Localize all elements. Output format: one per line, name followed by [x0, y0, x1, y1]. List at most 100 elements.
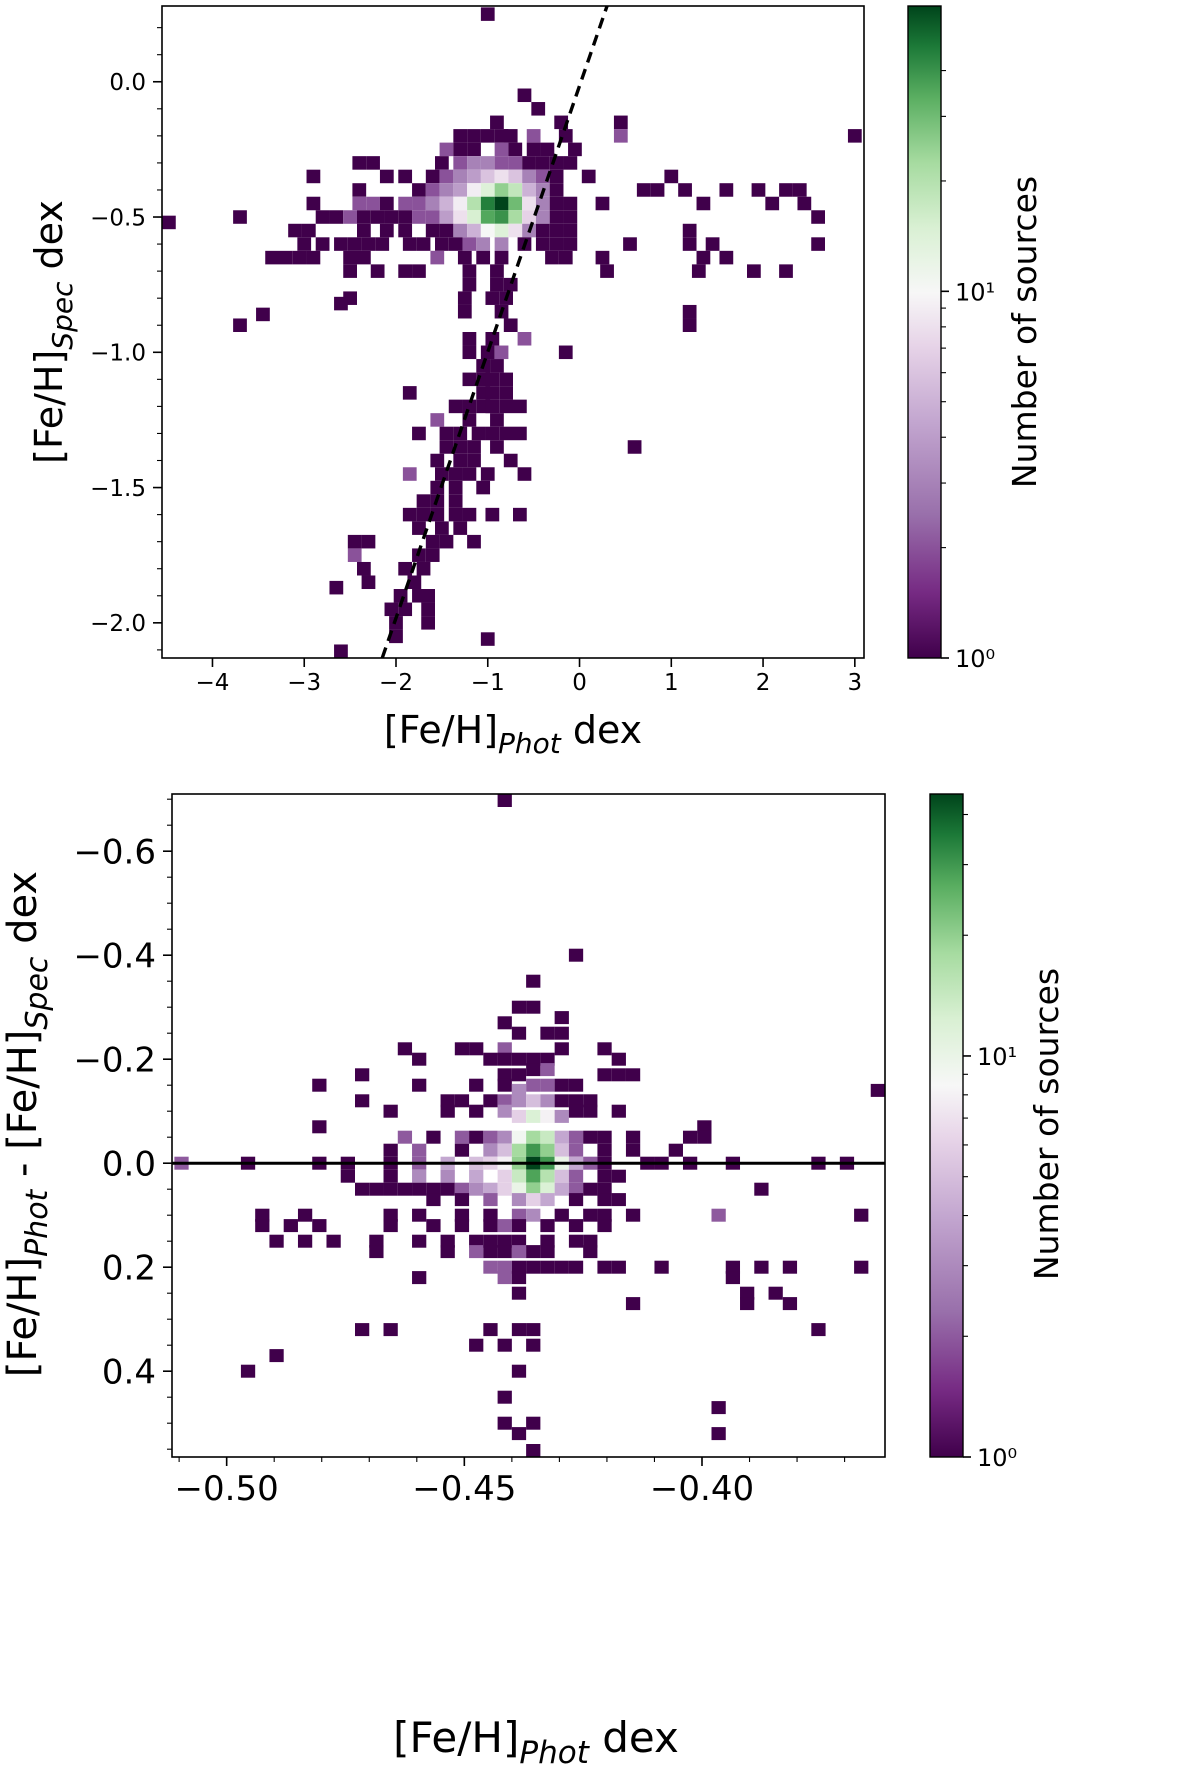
heatmap-bin	[480, 7, 495, 21]
heatmap-bin	[412, 521, 426, 535]
top-colorbar-ticks: 10⁰ 10¹	[941, 70, 995, 673]
heatmap-bin	[725, 1260, 741, 1274]
heatmap-bin	[483, 1245, 498, 1259]
heatmap-bin	[494, 250, 509, 265]
heatmap-bin	[768, 1286, 783, 1300]
heatmap-bin	[625, 1130, 641, 1144]
heatmap-bin	[297, 1208, 313, 1222]
heatmap-bin	[402, 467, 417, 481]
heatmap-bin	[540, 1260, 555, 1274]
heatmap-bin	[426, 1219, 441, 1233]
heatmap-bin	[439, 534, 454, 549]
heatmap-bin	[292, 250, 307, 265]
heatmap-bin	[511, 1234, 527, 1248]
heatmap-bin	[540, 1193, 555, 1207]
heatmap-bin	[563, 156, 578, 170]
heatmap-bin	[597, 1208, 612, 1222]
heatmap-bin	[255, 1219, 270, 1233]
heatmap-bin	[511, 1143, 527, 1157]
heatmap-bin	[540, 1109, 555, 1123]
heatmap-bin	[503, 129, 518, 143]
heatmap-bin	[636, 183, 651, 197]
heatmap-bin	[453, 223, 468, 238]
heatmap-bin	[494, 156, 509, 170]
heatmap-bin	[554, 1208, 569, 1222]
heatmap-bin	[425, 534, 440, 549]
heatmap-bin	[383, 1323, 398, 1337]
heatmap-bin	[439, 183, 454, 197]
heatmap-bin	[497, 1234, 512, 1248]
heatmap-bin	[343, 264, 357, 278]
heatmap-bin	[448, 467, 463, 481]
heatmap-bin	[554, 1169, 569, 1183]
heatmap-bin	[448, 480, 463, 495]
heatmap-bin	[467, 183, 481, 197]
heatmap-bin	[611, 1068, 626, 1082]
heatmap-bin	[483, 1219, 498, 1233]
heatmap-bin	[412, 196, 426, 211]
heatmap-bin	[563, 196, 578, 211]
heatmap-bin	[480, 467, 495, 481]
heatmap-bin	[379, 169, 394, 184]
heatmap-bin	[430, 413, 445, 427]
bottom-y-axis-label: [Fe/H]Phot - [Fe/H]Spec dex	[0, 871, 55, 1377]
bottom-colorbar-ticks: 10⁰ 10¹	[963, 813, 1017, 1472]
heatmap-bin	[511, 1193, 527, 1207]
heatmap-bin	[513, 426, 527, 441]
heatmap-bin	[379, 196, 394, 211]
heatmap-bin	[535, 223, 550, 238]
heatmap-bin	[483, 1323, 498, 1337]
heatmap-bin	[453, 196, 468, 211]
heatmap-bin	[511, 1323, 527, 1337]
heatmap-bin	[526, 129, 541, 143]
heatmap-bin	[511, 1271, 527, 1285]
heatmap-bin	[440, 1234, 455, 1248]
heatmap-bin	[597, 1130, 612, 1144]
heatmap-bin	[412, 1271, 427, 1285]
heatmap-bin	[611, 1169, 626, 1183]
heatmap-bin	[696, 250, 711, 265]
heatmap-bin	[454, 1094, 470, 1108]
y-tick-label: −1.5	[90, 476, 146, 502]
heatmap-bin	[549, 223, 564, 238]
heatmap-bin	[448, 237, 463, 251]
heatmap-bin	[343, 210, 357, 224]
heatmap-bin	[508, 196, 523, 211]
heatmap-bin	[430, 507, 445, 522]
heatmap-bin	[526, 1130, 541, 1144]
heatmap-bin	[554, 1026, 569, 1040]
x-tick-label: −2	[379, 670, 413, 696]
heatmap-bin	[563, 223, 578, 238]
heatmap-bin	[279, 250, 293, 265]
heatmap-bin	[511, 1000, 527, 1014]
heatmap-bin	[517, 467, 532, 481]
heatmap-bin	[754, 1182, 769, 1196]
heatmap-bin	[497, 1078, 512, 1092]
heatmap-bin	[751, 183, 766, 197]
heatmap-bin	[483, 1052, 498, 1066]
heatmap-bin	[483, 1208, 498, 1222]
heatmap-bin	[412, 1052, 427, 1066]
heatmap-bin	[265, 250, 279, 265]
heatmap-bin	[526, 1000, 541, 1014]
heatmap-bin	[568, 1104, 584, 1118]
heatmap-bin	[366, 196, 380, 211]
heatmap-bin	[540, 1026, 555, 1040]
heatmap-bin	[494, 196, 509, 211]
heatmap-bin	[497, 1042, 512, 1056]
heatmap-bin	[554, 1011, 569, 1025]
heatmap-bin	[526, 1078, 541, 1092]
heatmap-bin	[526, 1063, 541, 1077]
heatmap-bin	[416, 494, 431, 508]
heatmap-bin	[467, 223, 481, 238]
heatmap-bin	[467, 142, 481, 157]
heatmap-bin	[357, 210, 371, 224]
heatmap-bin	[453, 156, 468, 170]
heatmap-bin	[600, 264, 614, 278]
heatmap-bin	[485, 426, 500, 441]
heatmap-bin	[375, 237, 390, 251]
heatmap-bin	[480, 183, 495, 197]
heatmap-bin	[494, 183, 509, 197]
heatmap-bin	[526, 1260, 541, 1274]
heatmap-bin	[526, 1208, 541, 1222]
